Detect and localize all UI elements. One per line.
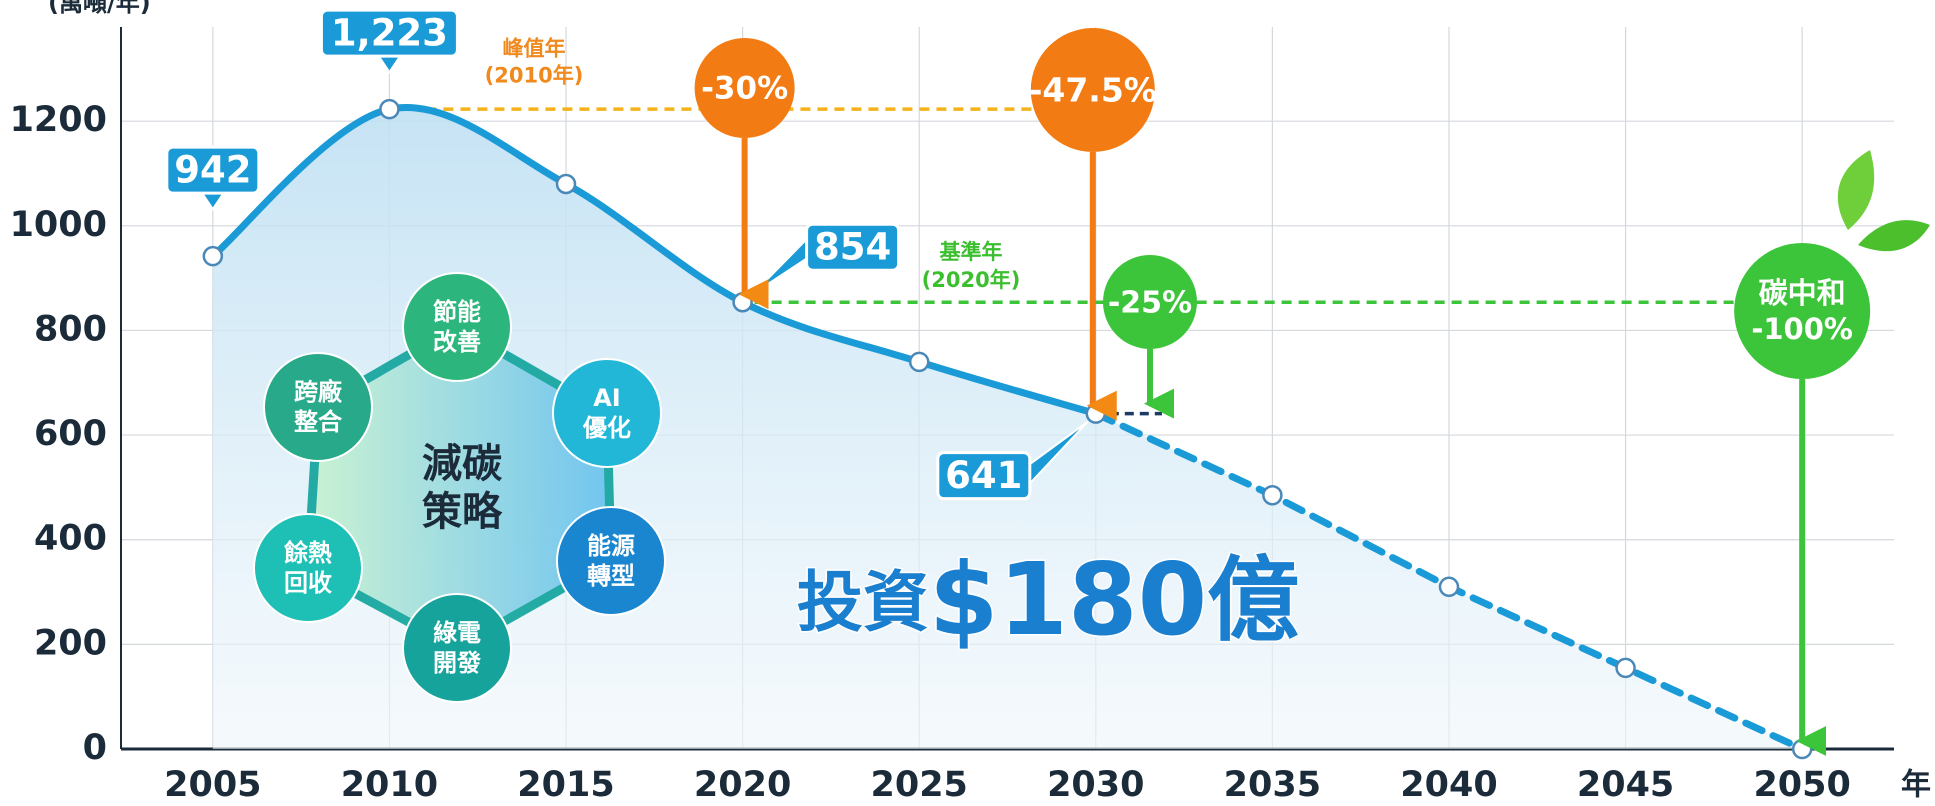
strategy-item-line: 跨廠 xyxy=(294,378,343,406)
strategy-center-line: 策略 xyxy=(422,489,503,535)
x-tick-label: 2015 xyxy=(517,765,614,805)
strategy-item-line: AI xyxy=(593,384,621,412)
data-point xyxy=(1263,486,1281,504)
strategy-item-line: 回收 xyxy=(284,569,332,597)
strategy-item-line: 綠電 xyxy=(433,619,481,647)
x-tick-label: 2010 xyxy=(341,765,438,805)
value-label: 1,223 xyxy=(331,12,448,55)
strategy-item-line: 改善 xyxy=(433,328,481,356)
value-callout: 1,223 xyxy=(321,10,457,72)
value-label: 942 xyxy=(174,149,251,192)
x-tick-label: 2005 xyxy=(164,765,261,805)
strategy-node xyxy=(254,514,362,622)
y-tick-label: 400 xyxy=(34,519,107,559)
base-label: 基準年 (2020年) xyxy=(922,240,1021,292)
percent-label-line: 碳中和 xyxy=(1759,276,1846,310)
strategy-item-line: 開發 xyxy=(433,649,481,677)
percent-label-line: -100% xyxy=(1751,312,1853,346)
percent-bubble xyxy=(1734,243,1870,379)
y-tick-label: 0 xyxy=(83,728,107,768)
x-tick-label: 2020 xyxy=(694,765,791,805)
x-tick-label: 2035 xyxy=(1224,765,1321,805)
y-tick-label: 600 xyxy=(34,414,107,454)
peak-label: 峰值年 (2010年) xyxy=(485,37,584,88)
strategy-item-line: 轉型 xyxy=(587,562,635,590)
data-point xyxy=(557,175,575,193)
strategy-node xyxy=(553,359,661,467)
base-label-line: 基準年 xyxy=(940,240,1003,264)
investment-part: 億 xyxy=(1207,547,1299,654)
value-callout: 854 xyxy=(753,224,899,294)
investment-part: $180 xyxy=(929,541,1207,658)
y-axis-label: (萬噸/年) xyxy=(48,0,151,17)
data-point xyxy=(910,353,928,371)
x-tick-label: 2040 xyxy=(1400,765,1497,805)
data-point xyxy=(1087,405,1105,423)
investment-part: 投資 xyxy=(797,564,929,641)
peak-label-line: 峰值年 xyxy=(503,37,566,61)
y-tick-label: 800 xyxy=(34,309,107,349)
chart: 減碳策略 節能改善 AI優化能源轉型綠電開發 餘熱回收 跨廠整合 942 1,223 854… xyxy=(0,0,1935,806)
y-tick-label: 200 xyxy=(34,623,107,663)
y-tick-label: 1000 xyxy=(10,205,107,245)
strategy-item-line: 餘熱 xyxy=(284,539,332,567)
strategy-node xyxy=(264,353,372,461)
leaf xyxy=(1838,150,1874,230)
strategy-item-line: 優化 xyxy=(582,414,631,442)
x-tick-label: 2045 xyxy=(1577,765,1674,805)
value-label: 854 xyxy=(814,226,891,269)
data-point xyxy=(1440,578,1458,596)
x-axis-label: 年 xyxy=(1901,768,1931,803)
leaf xyxy=(1858,220,1930,251)
callout-tail xyxy=(753,237,809,294)
strategy-item-line: 節能 xyxy=(433,298,481,326)
data-point xyxy=(1793,740,1811,758)
data-point xyxy=(204,247,222,265)
value-label: 641 xyxy=(945,454,1022,497)
x-tick-label: 2030 xyxy=(1047,765,1144,805)
x-tick-label: 2025 xyxy=(870,765,967,805)
peak-label-line: (2010年) xyxy=(485,64,584,88)
strategy-node xyxy=(403,273,511,381)
strategy-item-line: 能源 xyxy=(587,532,635,560)
data-point xyxy=(1617,659,1635,677)
percent-label: -30% xyxy=(701,71,788,107)
value-callout: 942 xyxy=(167,147,259,209)
data-point xyxy=(734,293,752,311)
x-tick-label: 2050 xyxy=(1753,765,1850,805)
y-tick-label: 1200 xyxy=(10,100,107,140)
percent-label: -25% xyxy=(1108,286,1192,321)
base-label-line: (2020年) xyxy=(922,268,1021,292)
strategy-item-line: 整合 xyxy=(294,408,343,436)
data-point xyxy=(380,100,398,118)
strategy-node xyxy=(557,507,665,615)
strategy-node xyxy=(403,594,511,702)
percent-label: -47.5% xyxy=(1029,71,1157,110)
strategy-center-line: 減碳 xyxy=(422,441,503,487)
